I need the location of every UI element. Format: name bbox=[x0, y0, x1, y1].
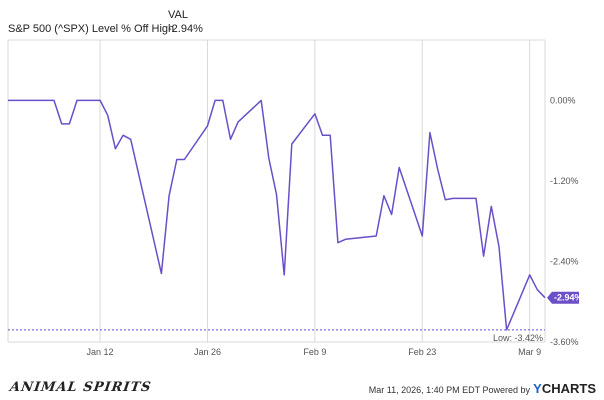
last-value-tag-shape bbox=[547, 291, 579, 304]
ycharts-logo-text: CHARTS bbox=[541, 381, 596, 396]
legend-series-label[interactable]: S&P 500 (^SPX) Level % Off High bbox=[8, 23, 175, 35]
legend-header: VAL bbox=[168, 9, 188, 21]
y-axis: 0.00% -1.20% -2.40% -3.60% bbox=[550, 95, 579, 347]
y-tick-label: 0.00% bbox=[550, 95, 576, 105]
last-value-tag: -2.94% bbox=[547, 291, 583, 304]
ycharts-logo[interactable]: YCHARTS bbox=[533, 381, 596, 396]
grid-lines bbox=[7, 39, 546, 343]
line-chart[interactable]: Jan 12 Jan 26 Feb 9 Feb 23 Mar 9 0.00% -1.20%… bbox=[0, 0, 604, 378]
x-tick-label: Feb 9 bbox=[303, 347, 326, 357]
legend-series-value: -2.94% bbox=[168, 23, 203, 35]
x-axis: Jan 12 Jan 26 Feb 9 Feb 23 Mar 9 bbox=[87, 347, 542, 357]
low-label: Low: -3.42% bbox=[493, 333, 543, 343]
x-tick-label: Mar 9 bbox=[518, 347, 541, 357]
footer: ANIMAL SPIRITS Mar 11, 2026, 1:40 PM EDT… bbox=[0, 378, 604, 400]
y-tick-label: -2.40% bbox=[550, 256, 579, 266]
x-tick-label: Feb 23 bbox=[408, 347, 436, 357]
y-tick-label: -1.20% bbox=[550, 176, 579, 186]
x-tick-label: Jan 26 bbox=[194, 347, 221, 357]
x-tick-label: Jan 12 bbox=[87, 347, 114, 357]
ycharts-logo-y: Y bbox=[533, 381, 542, 396]
y-tick-label: -3.60% bbox=[550, 337, 579, 347]
series-line[interactable] bbox=[8, 99, 546, 331]
last-value-label: -2.94% bbox=[554, 293, 583, 303]
timestamp: Mar 11, 2026, 1:40 PM EDT Powered by bbox=[368, 385, 530, 395]
animal-spirits-logo: ANIMAL SPIRITS bbox=[8, 380, 153, 395]
